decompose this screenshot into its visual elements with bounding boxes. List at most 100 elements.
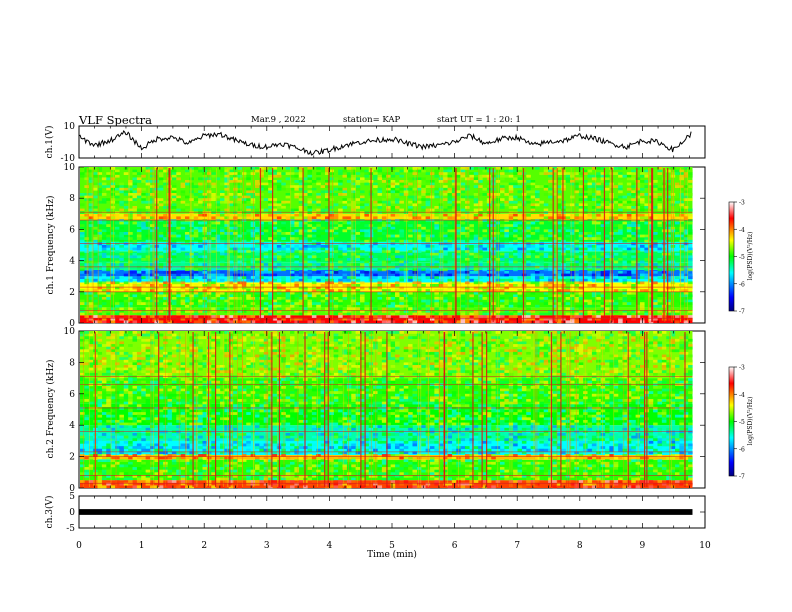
spectrogram-cell [399,315,404,318]
spectrogram-cell [394,245,400,248]
spectrogram-cell [464,289,470,292]
spectrogram-cell [469,232,474,235]
spectrogram-cell [215,213,221,217]
spectrogram-cell [80,239,85,243]
spectrogram-cell [289,331,295,334]
spectrogram-cell [670,331,676,334]
spectrogram-cell [456,203,461,207]
spectrogram-cell [206,245,212,248]
spectrogram-cell [316,304,321,308]
spectrogram-cell [211,193,216,196]
spectrogram-cell [499,172,505,175]
spectrogram-cell [578,216,584,220]
spectrogram-cell [80,237,85,240]
spectrogram-cell [521,177,527,181]
spectrogram-cell [534,260,540,264]
spectrogram-cell [425,289,431,292]
spectrogram-cell [495,273,501,277]
spectrogram-cell [416,312,422,316]
spectrogram-cell [548,276,553,279]
spectrogram-cell [421,193,426,196]
spectrogram-cell [149,190,155,194]
spectrogram-cell [574,297,579,300]
spectrogram-cell [198,177,203,181]
spectrogram-cell [556,315,562,318]
spectrogram-cell [434,291,439,295]
spectrogram-cell [526,263,531,266]
spectrogram-cell [394,182,400,186]
spectrogram-cell [346,289,352,292]
spectrogram-cell [114,260,120,264]
spectrogram-cell [456,193,461,196]
spectrogram-cell [351,299,356,303]
spectrogram-cell [434,195,439,199]
spectrogram-cell [342,317,348,321]
spectrogram-cell [578,232,584,235]
spectrogram-cell [351,206,356,209]
spectrogram-cell [517,255,523,259]
spectrogram-cell [408,252,413,256]
spectrogram-cell [268,268,273,272]
spectrogram-cell [276,307,282,311]
spectrogram-cell [364,182,369,186]
spectrogram-cell [132,255,138,259]
spectrogram-cell [591,333,597,337]
spectrogram-cell [246,255,251,259]
spectrogram-cell [193,229,199,233]
spectrogram-cell [613,299,619,303]
spectrogram-cell [80,229,85,233]
spectrogram-cell [132,206,138,209]
spectrogram-cell [97,291,103,295]
spectrogram-cell [294,169,299,173]
spectrogram-cell [626,258,632,261]
spectrogram-cell [198,341,203,345]
spectrogram-cell [233,273,238,277]
spectrogram-cell [482,234,488,238]
spectrogram-cell [346,276,352,279]
spectrogram-cell [587,247,593,251]
spectrogram-cell [639,302,645,305]
spectrogram-cell [513,177,518,181]
spectrogram-cell [513,310,518,313]
spectrogram-cell [136,336,142,340]
spectrogram-cell [355,237,361,240]
spectrogram-cell [460,286,466,290]
spectrogram-cell [517,221,523,225]
spectrogram-cell [285,250,291,253]
spectrogram-cell [355,302,361,305]
spectrogram-cell [307,310,313,313]
spectrogram-cell [198,281,203,285]
spectrogram-cell [539,260,544,264]
spectrogram-cell [359,263,365,266]
spectrogram-cell [591,234,597,238]
spectrogram-cell [648,245,654,248]
spectrogram-cell [456,229,461,233]
spectrogram-cell [198,213,203,217]
spectrogram-cell [425,310,431,313]
spectrogram-cell [329,172,334,175]
spectrogram-cell [631,247,636,251]
spectrogram-cell [377,331,383,334]
spectrogram-cell [303,237,308,240]
spectrogram-cell [80,193,85,196]
spectrogram-cell [508,216,514,220]
spectrogram-cell [626,312,632,316]
spectrogram-cell [622,263,628,266]
spectrogram-cell [600,304,606,308]
spectrogram-cell [211,338,216,342]
spectrogram-cell [333,221,339,225]
spectrogram-cell [688,169,693,173]
spectrogram-cell [548,310,553,313]
spectrogram-cell [276,315,282,318]
spectrogram-cell [688,216,693,220]
spectrogram-cell [259,268,264,272]
spectrogram-cell [521,320,527,324]
spectrogram-cell [359,341,365,345]
spectrogram-cell [119,185,124,188]
spectrogram-cell [399,268,404,272]
spectrogram-cell [504,193,509,196]
spectrogram-cell [451,216,457,220]
spectrogram-cell [241,338,247,342]
spectrogram-cell [631,193,636,196]
spectrogram-cell [158,177,164,181]
